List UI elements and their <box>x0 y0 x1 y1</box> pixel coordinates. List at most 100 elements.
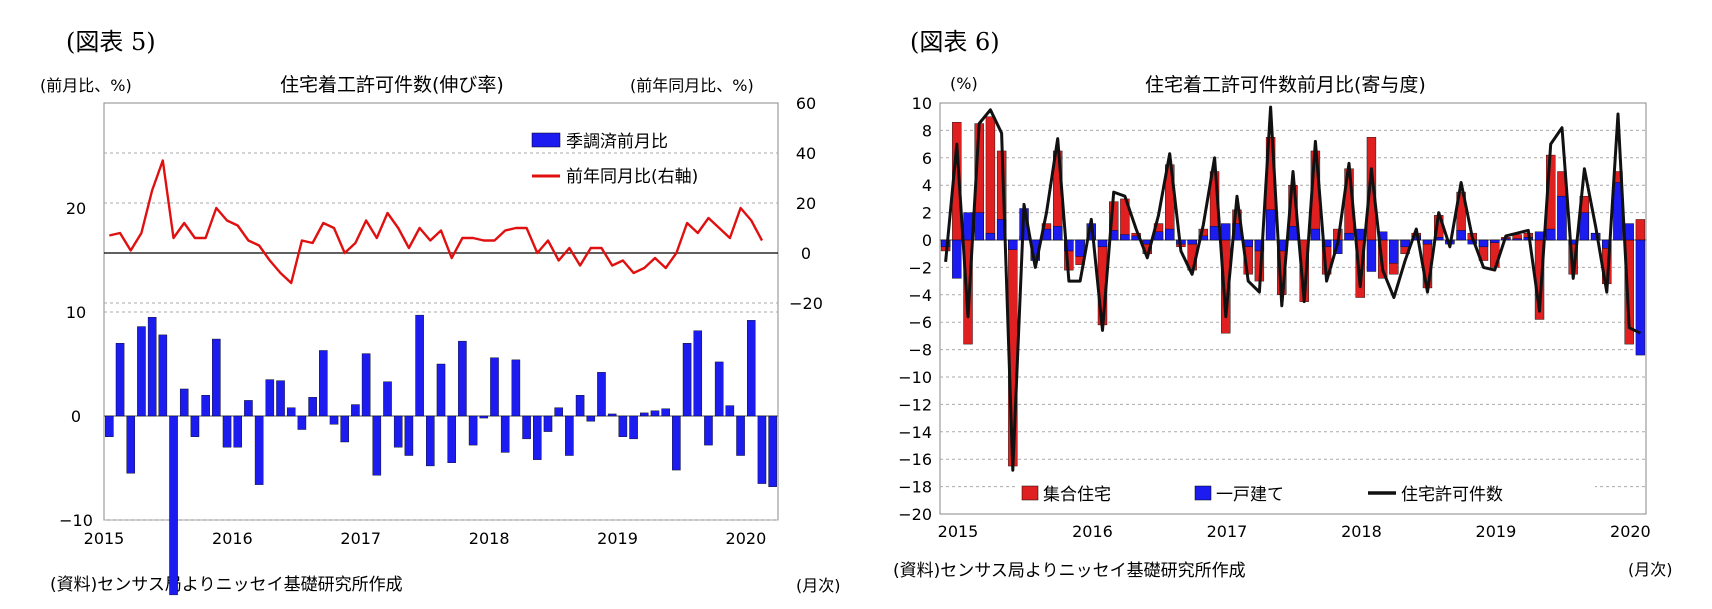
left-bar <box>704 415 713 446</box>
left-bar <box>458 340 467 417</box>
left-bar <box>661 408 670 417</box>
right-source-note: (資料)センサス局よりニッセイ基礎研究所作成 <box>893 561 1246 581</box>
right-y-tick: 10 <box>912 94 932 113</box>
left-bar <box>682 343 692 417</box>
left-bar <box>179 388 189 417</box>
left-bar <box>329 415 339 425</box>
right-single-bar <box>1534 231 1545 241</box>
left-legend-bar-swatch <box>531 132 561 148</box>
right-y-tick: −8 <box>908 341 932 360</box>
right-single-bar <box>1389 239 1399 264</box>
left-x-tick: 2018 <box>469 529 510 548</box>
left-right-axis-tick: 0 <box>801 244 811 263</box>
right-y-tick: 8 <box>922 121 932 140</box>
left-bar <box>533 415 542 460</box>
right-single-bar <box>1400 239 1410 248</box>
right-y-tick: 0 <box>922 231 932 250</box>
right-single-bar <box>952 239 962 279</box>
right-single-bar <box>1153 231 1164 241</box>
right-x-tick: 2020 <box>1610 522 1651 541</box>
left-bar <box>244 400 253 417</box>
left-bar <box>650 410 660 417</box>
left-legend-line-label: 前年同月比(右軸) <box>566 167 698 187</box>
left-bar <box>340 415 349 443</box>
right-single-bar <box>1579 212 1590 241</box>
left-left-axis-tick: −10 <box>59 511 93 530</box>
right-multi-bar <box>1635 219 1646 241</box>
left-bar <box>575 395 585 417</box>
right-figure-label: (図表 6) <box>910 28 1000 56</box>
left-right-axis-tick: 60 <box>796 94 816 113</box>
left-bar <box>543 415 553 432</box>
left-legend-bar-label: 季調済前月比 <box>566 132 668 152</box>
right-single-bar <box>1422 239 1433 245</box>
left-bar <box>276 380 285 417</box>
left-left-axis-tick: 10 <box>66 303 86 322</box>
left-bar <box>265 379 275 417</box>
left-bar <box>126 415 136 474</box>
left-bar <box>308 397 317 417</box>
left-bar <box>554 407 563 417</box>
right-y-tick: −16 <box>898 450 932 469</box>
left-bar <box>190 415 200 437</box>
left-axis-unit-label: (前月比、%) <box>40 76 132 95</box>
left-bar <box>736 415 745 456</box>
right-x-tick: 2018 <box>1341 522 1382 541</box>
left-x-tick: 2020 <box>726 529 767 548</box>
right-chart-unit-label: (%) <box>950 74 978 93</box>
right-y-tick: −12 <box>898 395 932 414</box>
right-single-bar <box>1254 239 1265 252</box>
left-x-tick: 2016 <box>212 529 253 548</box>
left-bar <box>297 415 307 430</box>
right-single-bar <box>1557 195 1567 241</box>
right-multi-bar <box>985 116 996 241</box>
left-bar <box>565 415 574 456</box>
right-single-bar <box>1635 239 1646 356</box>
left-bar <box>169 415 178 596</box>
left-bar <box>746 320 756 417</box>
right-single-bar <box>1187 239 1197 245</box>
right-x-tick: 2019 <box>1476 522 1517 541</box>
right-y-tick: −2 <box>908 258 932 277</box>
right-x-tick: 2015 <box>938 522 979 541</box>
right-single-bar <box>985 232 996 241</box>
left-bar <box>254 415 264 485</box>
left-bar <box>415 314 424 417</box>
left-bar <box>511 359 521 417</box>
left-bar <box>768 415 777 487</box>
left-bar <box>447 415 456 463</box>
left-bar <box>490 357 499 417</box>
right-y-tick: −18 <box>898 478 932 497</box>
right-y-tick: 4 <box>922 176 932 195</box>
left-bar <box>436 363 446 417</box>
right-legend-single-swatch <box>1194 485 1212 501</box>
left-bar <box>629 415 638 440</box>
right-legend-multi-label: 集合住宅 <box>1043 485 1111 505</box>
left-left-axis-tick: 0 <box>71 407 81 426</box>
left-bar <box>361 353 371 417</box>
right-single-bar <box>1624 223 1634 241</box>
right-total-line <box>944 105 1642 472</box>
right-y-tick: −10 <box>898 368 932 387</box>
right-y-tick: −6 <box>908 313 932 332</box>
left-bar <box>212 338 221 417</box>
left-bar <box>714 361 724 417</box>
left-bar <box>286 407 296 417</box>
left-x-tick: 2015 <box>84 529 125 548</box>
left-bar <box>147 317 157 417</box>
right-y-tick: −20 <box>898 505 932 524</box>
right-y-tick: 6 <box>922 149 932 168</box>
left-bar <box>479 415 489 419</box>
right-single-bar <box>1209 226 1220 241</box>
left-bar <box>393 415 403 448</box>
left-yoy-line <box>109 159 764 285</box>
right-single-bar <box>1456 230 1466 241</box>
right-single-bar <box>1546 228 1556 241</box>
right-plot-frame <box>939 102 1647 515</box>
right-month-unit: (月次) <box>1628 560 1673 579</box>
left-x-tick: 2019 <box>597 529 638 548</box>
left-bar <box>640 412 649 417</box>
right-single-bar <box>1344 232 1354 241</box>
left-bar <box>137 326 146 417</box>
right-single-bar <box>1075 239 1085 257</box>
